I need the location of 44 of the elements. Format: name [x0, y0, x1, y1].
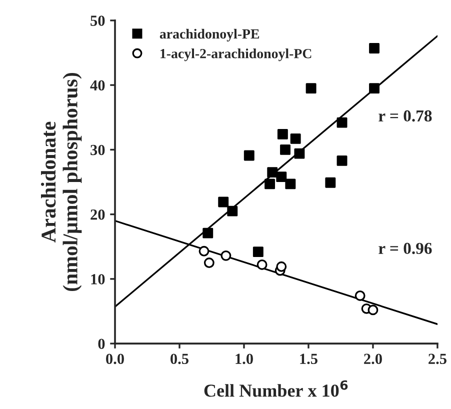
point [276, 261, 287, 272]
point [276, 172, 287, 182]
point [368, 304, 378, 316]
point [227, 206, 238, 216]
y-tick-label: 50 [90, 16, 105, 26]
y-tick-label: 20 [90, 209, 105, 220]
x-tick-label: 2.5 [428, 354, 446, 364]
x-axis-title: Cell Number x 10$^{6}$ [204, 380, 348, 397]
point [306, 83, 316, 94]
annotation: r = 0.96 [378, 242, 432, 254]
y-tick-label: 0 [98, 338, 105, 350]
point [285, 178, 296, 190]
point [294, 148, 305, 159]
point [336, 117, 348, 128]
legend-label: arachidonoyl-PE [160, 28, 260, 42]
point [264, 178, 276, 190]
x-tick-label: 0.5 [170, 354, 188, 364]
y-tick-label: 10 [91, 274, 105, 284]
point [277, 128, 288, 140]
point [325, 177, 336, 188]
point [252, 246, 264, 258]
point [202, 228, 214, 238]
y-axis-title: Arachidonate (nmol/µmol phosphorus) [40, 73, 82, 291]
y-tick-label: 30 [90, 144, 105, 156]
x-tick-label: 0.0 [106, 354, 124, 364]
point [256, 259, 268, 270]
annotation: r = 0.78 [378, 110, 432, 122]
x-tick-label: 1.5 [300, 354, 318, 364]
point [220, 250, 232, 261]
point [267, 167, 278, 178]
x-tick-label: 2.0 [364, 354, 382, 364]
point [354, 290, 366, 301]
point [204, 258, 214, 268]
point [198, 246, 210, 256]
x-tick-label: 1.0 [236, 354, 253, 364]
point [218, 196, 229, 208]
point [244, 150, 254, 161]
point [336, 155, 348, 166]
point [369, 43, 380, 54]
y-tick-label: 40 [90, 80, 105, 91]
point [280, 144, 290, 155]
legend-label: 1-acyl-2-arachidonoyl-PC [160, 48, 312, 62]
point [369, 83, 380, 94]
point [290, 133, 301, 144]
